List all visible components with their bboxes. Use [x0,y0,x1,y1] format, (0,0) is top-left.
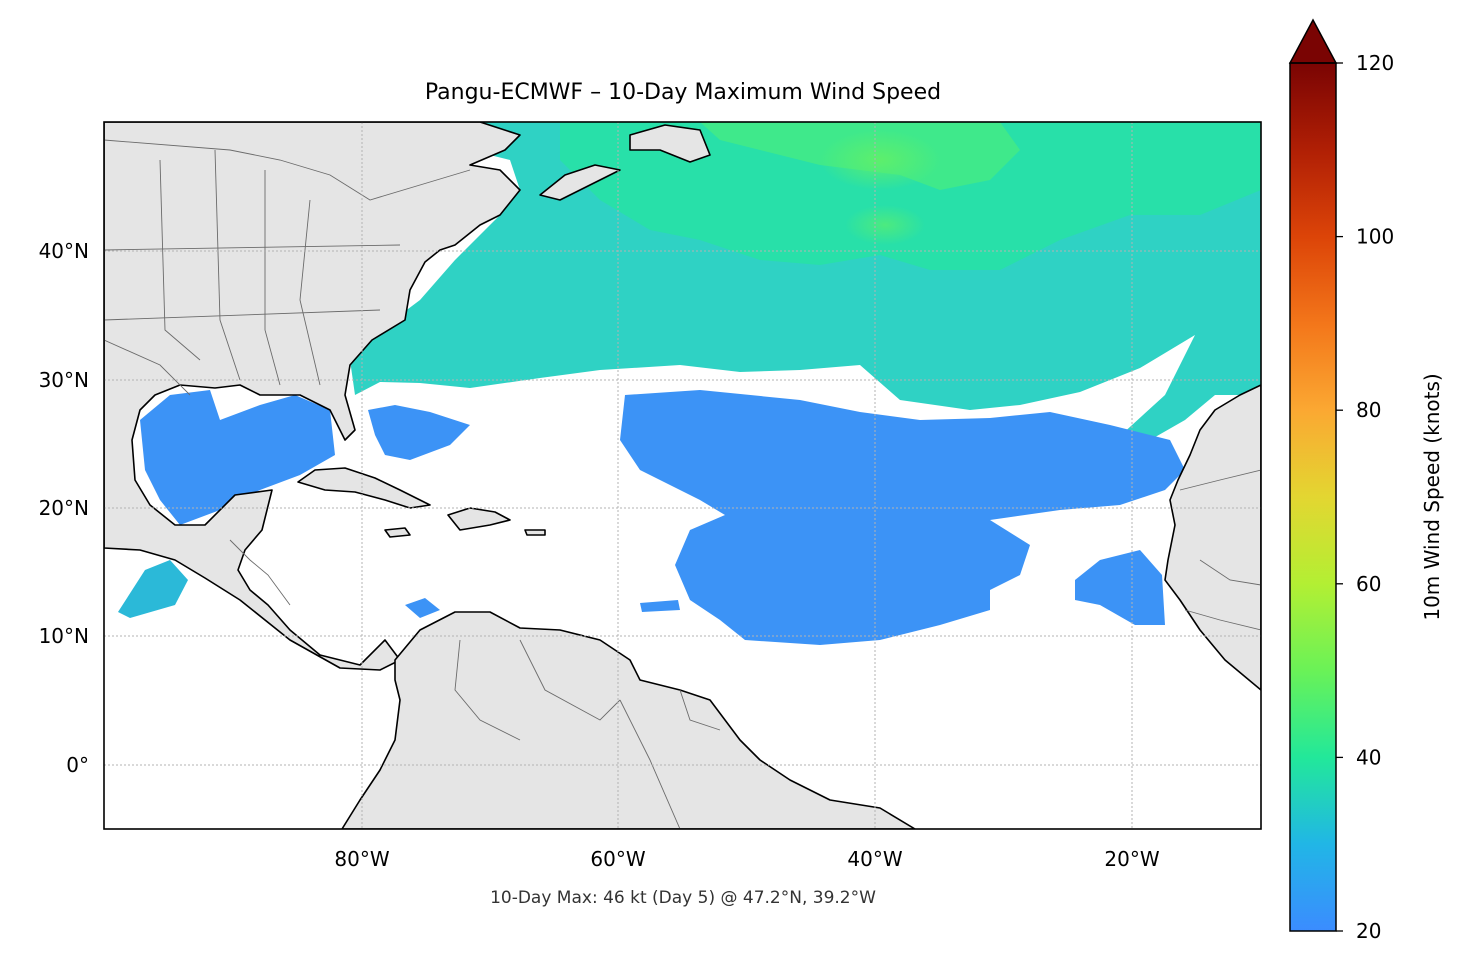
lat-tick-label: 0° [66,753,89,777]
us-state-border-4 [299,199,321,386]
us-mexico-border [104,339,191,396]
wind-field-trade-winds [620,390,1185,645]
colorbar: 20 40 60 80 100 120 10m Wind Speed (knots) [1288,18,1444,943]
africa-border-1 [1179,469,1261,491]
colorbar-tick-label: 20 [1356,919,1381,943]
colorbar-ticks: 20 40 60 80 100 120 [1336,51,1394,943]
wind-max-hotspot [820,130,940,190]
lat-tick-label: 20°N [39,496,89,520]
map-panel [104,122,1261,829]
colorbar-tick-label: 60 [1356,572,1381,596]
wind-field-carib-patch-1 [405,598,440,618]
wind-field-cape-verde [1075,550,1165,625]
lon-tick-label: 40°W [847,847,902,871]
us-state-border-5 [104,244,401,251]
colorbar-tick-label: 100 [1356,225,1394,249]
map-gridlines [104,122,1261,829]
map-frame [103,121,1262,830]
wind-field-jet-band [560,122,1261,270]
north-america-land [104,122,521,671]
us-state-border-3 [264,170,281,386]
land-masses [104,122,1261,829]
colorbar-frame [1289,62,1337,932]
south-america-border-4 [679,689,721,731]
us-state-border-2 [214,149,241,381]
wind-field-bahamas [368,405,470,460]
wind-field-gulf [140,390,335,525]
wind-field [118,122,1261,645]
us-state-border-1 [159,159,201,361]
us-canada-border [104,139,471,201]
puerto-rico-island [524,529,546,536]
colorbar-gradient [1290,63,1336,931]
colorbar-tick-label: 40 [1356,745,1381,769]
cuba-island [297,467,431,509]
us-state-border-6 [104,309,381,321]
nova-scotia [539,164,621,201]
max-wind-annotation: 10-Day Max: 46 kt (Day 5) @ 47.2°N, 39.2… [490,888,876,908]
colorbar-tick-label: 80 [1356,398,1381,422]
lat-tick-label: 10°N [39,624,89,648]
political-borders [104,139,1261,829]
chart-title: Pangu-ECMWF – 10-Day Maximum Wind Speed [425,80,941,105]
wind-field-pacific [118,560,188,618]
africa-border-2 [1199,559,1261,586]
south-america-border-1 [454,639,521,741]
lon-tick-label: 80°W [334,847,389,871]
colorbar-tick-label: 120 [1356,51,1394,75]
lon-tick-label: 20°W [1104,847,1159,871]
colorbar-label: 10m Wind Speed (knots) [1420,373,1444,620]
lat-tick-label: 30°N [39,368,89,392]
newfoundland-island [629,124,711,163]
colorbar-extend-arrow [1288,18,1338,64]
central-america-borders [229,539,291,606]
wind-secondary-hotspot [845,205,925,245]
south-america-border-3 [619,699,681,829]
jamaica-island [384,527,411,538]
south-america-land [341,611,916,829]
lon-tick-label: 60°W [590,847,645,871]
lat-tick-label: 40°N [39,239,89,263]
south-america-border-2 [519,639,621,721]
lat-tick-labels: 40°N 30°N 20°N 10°N 0° [39,239,89,777]
africa-land [1164,384,1261,691]
wind-field-carib-patch-2 [640,600,680,612]
lon-tick-labels: 80°W 60°W 40°W 20°W [334,847,1159,871]
africa-border-3 [1184,609,1261,631]
